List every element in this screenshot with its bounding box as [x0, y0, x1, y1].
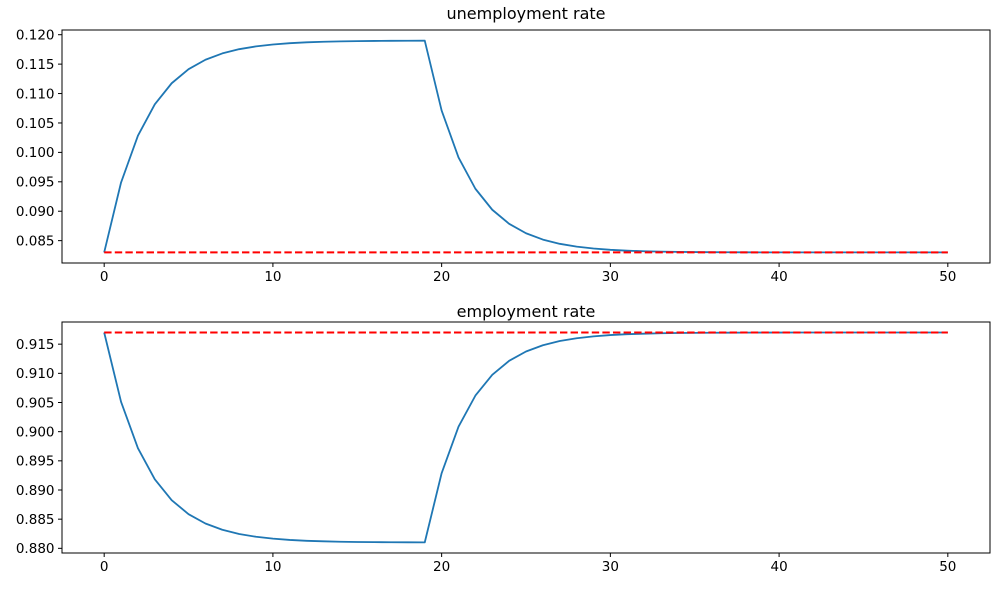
unemployment-chart-title: unemployment rate — [446, 4, 606, 23]
y-tick-label: 0.100 — [16, 145, 55, 161]
x-tick-label: 30 — [602, 559, 619, 575]
unemployment-subplot: 0 10 20 30 40 50 0.085 0.090 0.095 0.100 0.105 0.11… — [16, 4, 991, 285]
y-tick-label: 0.880 — [16, 541, 55, 557]
y-tick-label: 0.895 — [16, 454, 55, 470]
unemployment-path-line — [103, 39, 948, 254]
x-tick-label: 10 — [264, 559, 281, 575]
y-tick-label: 0.085 — [16, 233, 55, 249]
y-tick-label: 0.115 — [16, 57, 55, 73]
x-tick-label: 10 — [264, 269, 281, 285]
y-tick-label: 0.095 — [16, 175, 55, 191]
x-tick-label: 30 — [602, 269, 619, 285]
employment-chart: 0 10 20 30 40 50 0.880 0.885 0.890 0.895 0.900 0.90… — [16, 321, 991, 575]
y-tick-label: 0.110 — [16, 86, 55, 102]
unemployment-chart: 0 10 20 30 40 50 0.085 0.090 0.095 0.100 0.105 0.11… — [16, 28, 991, 285]
y-tick-label: 0.105 — [16, 116, 55, 132]
y-tick-label: 0.910 — [16, 366, 55, 382]
plot-border — [61, 321, 991, 554]
y-tick-label: 0.905 — [16, 395, 55, 411]
y-tick-label: 0.900 — [16, 424, 55, 440]
y-tick-label: 0.120 — [16, 28, 55, 44]
x-tick-label: 20 — [433, 269, 450, 285]
x-tick-label: 50 — [939, 559, 956, 575]
y-tick-label: 0.090 — [16, 204, 55, 220]
x-tick-label: 40 — [770, 559, 787, 575]
x-tick-label: 40 — [770, 269, 787, 285]
y-tick-label: 0.915 — [16, 337, 55, 353]
y-tick-label: 0.885 — [16, 512, 55, 528]
x-tick-label: 50 — [939, 269, 956, 285]
x-tick-label: 0 — [100, 559, 109, 575]
x-tick-label: 0 — [100, 269, 109, 285]
employment-subplot: 0 10 20 30 40 50 0.880 0.885 0.890 0.895 0.900 0.90… — [0, 295, 998, 590]
x-tick-label: 20 — [433, 559, 450, 575]
plot-border — [61, 29, 991, 264]
y-tick-label: 0.890 — [16, 483, 55, 499]
employment-chart-title: employment rate — [456, 302, 596, 321]
employment-path-line — [103, 331, 948, 544]
